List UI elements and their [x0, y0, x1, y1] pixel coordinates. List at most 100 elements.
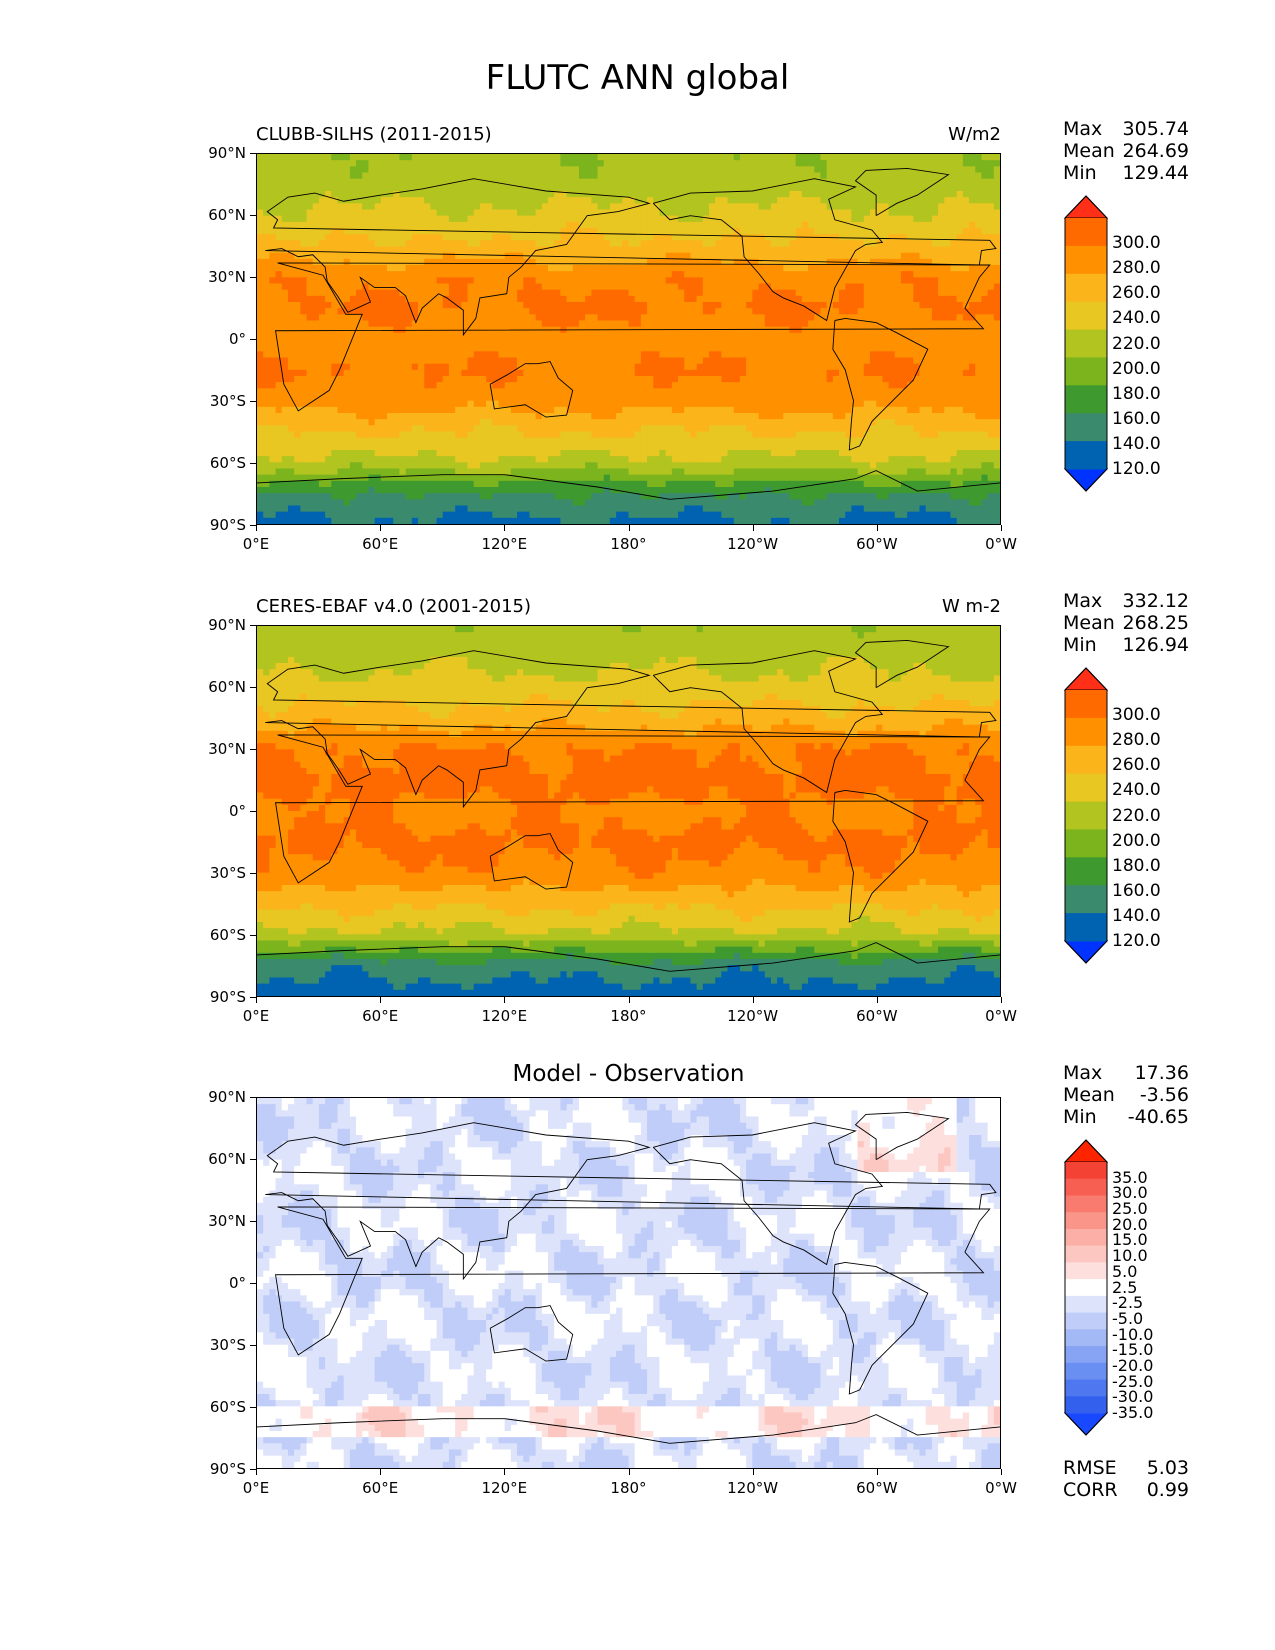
colorbar-label: 5.0	[1112, 1263, 1137, 1280]
colorbar-swatch	[1065, 1362, 1107, 1381]
colorbar-label: 30.0	[1112, 1185, 1148, 1201]
colorbar-swatch	[1065, 717, 1107, 747]
lat-tick-mark	[250, 153, 256, 154]
lon-tick-mark	[504, 525, 506, 531]
coastline-0	[275, 1206, 991, 1356]
colorbar-swatch	[1065, 690, 1107, 719]
stat-row: Mean -3.56	[1063, 1084, 1189, 1106]
colorbar-label: 140.0	[1112, 907, 1161, 924]
coastline-3	[652, 650, 884, 794]
field-cells	[257, 154, 1000, 524]
lon-tick-label: 0°W	[966, 1007, 1036, 1025]
coastline-2	[489, 833, 574, 890]
stats-block: Max 332.12 Mean 268.25 Min 126.94	[1063, 590, 1189, 656]
colorbar-label: 120.0	[1112, 461, 1161, 478]
lat-tick-label: 30°S	[186, 1336, 246, 1354]
panel-units-label: W m-2	[801, 596, 1001, 617]
colorbar-container	[1063, 1138, 1109, 1441]
lat-tick-mark	[250, 873, 256, 874]
colorbar-label: -15.0	[1112, 1342, 1153, 1358]
colorbar-swatch	[1065, 1279, 1107, 1297]
lon-tick-mark	[256, 1469, 257, 1475]
lon-tick-mark	[876, 525, 878, 531]
lat-tick-mark	[250, 463, 256, 464]
stat-label: Mean	[1063, 612, 1115, 634]
lon-tick-mark	[628, 1469, 630, 1475]
lon-tick-label: 180°	[594, 1479, 664, 1497]
coastline-5	[854, 167, 950, 217]
lon-tick-mark	[256, 997, 257, 1003]
stat-label: Min	[1063, 1106, 1097, 1128]
stat-label: Min	[1063, 162, 1097, 184]
lon-tick-mark	[380, 997, 382, 1003]
colorbar-label: 240.0	[1112, 782, 1161, 799]
lon-tick-mark	[876, 997, 878, 1003]
colorbar-label: 120.0	[1112, 933, 1161, 950]
lat-tick-label: 90°N	[186, 1088, 246, 1106]
stat-value: 268.25	[1123, 612, 1189, 634]
stat-row: Min 126.94	[1063, 634, 1189, 656]
lon-tick-mark	[628, 997, 630, 1003]
colorbar-container	[1063, 194, 1109, 497]
stat-label: Max	[1063, 590, 1102, 612]
coastline-2	[489, 361, 574, 418]
lat-tick-mark	[250, 935, 256, 936]
coastline-2	[489, 1305, 574, 1362]
colorbar-swatch	[1065, 857, 1107, 886]
lat-tick-mark	[250, 525, 256, 526]
lon-tick-label: 0°W	[966, 1479, 1036, 1497]
stats-block: Max 305.74 Mean 264.69 Min 129.44	[1063, 118, 1189, 184]
lon-tick-label: 0°E	[221, 535, 291, 553]
field-cells	[257, 626, 1000, 996]
lat-tick-label: 60°S	[186, 454, 246, 472]
lat-tick-mark	[250, 1159, 256, 1160]
coastline-1	[265, 1122, 997, 1281]
colorbar-label: -35.0	[1112, 1405, 1153, 1421]
colorbar-label: 200.0	[1112, 360, 1161, 377]
lat-tick-mark	[250, 625, 256, 626]
lon-tick-label: 0°E	[221, 1007, 291, 1025]
colorbar-swatch	[1065, 1396, 1107, 1414]
stat-value: -3.56	[1140, 1084, 1189, 1106]
lon-tick-mark	[1001, 1469, 1002, 1475]
stat-label: Max	[1063, 118, 1102, 140]
lon-tick-mark	[504, 1469, 506, 1475]
lon-tick-mark	[752, 525, 754, 531]
lon-tick-label: 120°E	[469, 1479, 539, 1497]
stat-value: 17.36	[1135, 1062, 1189, 1084]
panel-center-title: Model - Observation	[256, 1061, 1001, 1087]
coastline-3	[652, 1122, 884, 1266]
lon-tick-label: 0°E	[221, 1479, 291, 1497]
colorbar-swatch	[1065, 1262, 1107, 1280]
footer-row: CORR 0.99	[1063, 1479, 1189, 1501]
map-panel-1	[256, 625, 1001, 997]
lat-tick-label: 60°S	[186, 926, 246, 944]
lat-tick-mark	[250, 401, 256, 402]
colorbar-label: 140.0	[1112, 435, 1161, 452]
lat-tick-mark	[250, 277, 256, 278]
footer-value: 0.99	[1147, 1479, 1189, 1501]
lat-tick-label: 30°S	[186, 864, 246, 882]
coastline-4	[832, 1261, 929, 1395]
colorbar-swatch	[1065, 218, 1107, 247]
stat-row: Mean 268.25	[1063, 612, 1189, 634]
lat-tick-label: 30°N	[186, 740, 246, 758]
colorbar-label: 280.0	[1112, 260, 1161, 277]
colorbar-swatch	[1065, 1245, 1107, 1263]
lat-tick-mark	[250, 1283, 256, 1284]
colorbar-label: -20.0	[1112, 1357, 1153, 1374]
lat-tick-mark	[250, 1407, 256, 1408]
lon-tick-label: 60°W	[842, 1007, 912, 1025]
stats-block: Max 17.36 Mean -3.56 Min -40.65	[1063, 1062, 1189, 1128]
lon-tick-mark	[1001, 997, 1002, 1003]
lon-tick-label: 120°W	[718, 1007, 788, 1025]
colorbar-label: 260.0	[1112, 757, 1161, 774]
map-panel-2	[256, 1097, 1001, 1469]
lon-tick-label: 60°W	[842, 1479, 912, 1497]
colorbar-label: 15.0	[1112, 1232, 1148, 1248]
coastline-4	[832, 317, 929, 451]
colorbar-label: 35.0	[1112, 1169, 1148, 1186]
colorbar-swatch	[1065, 1178, 1107, 1196]
colorbar-label: 220.0	[1112, 807, 1161, 824]
coastline-3	[652, 178, 884, 322]
